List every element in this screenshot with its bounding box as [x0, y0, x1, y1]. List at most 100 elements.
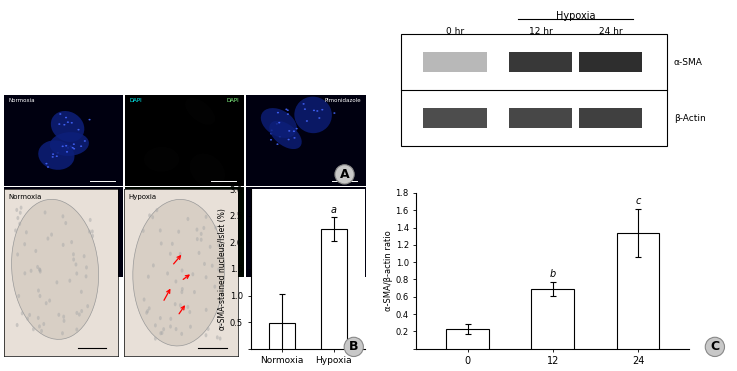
Ellipse shape — [85, 265, 88, 269]
Text: Normoxia: Normoxia — [8, 98, 35, 102]
Ellipse shape — [74, 262, 77, 267]
Ellipse shape — [32, 327, 35, 331]
Ellipse shape — [296, 128, 298, 129]
Text: B: B — [349, 340, 358, 354]
Ellipse shape — [63, 319, 66, 323]
Ellipse shape — [321, 234, 322, 236]
Ellipse shape — [57, 152, 59, 154]
Ellipse shape — [171, 242, 174, 246]
Ellipse shape — [12, 199, 99, 339]
Ellipse shape — [324, 229, 326, 230]
Ellipse shape — [151, 215, 154, 219]
Ellipse shape — [142, 229, 144, 233]
Ellipse shape — [15, 208, 18, 212]
Text: Hypoxia: Hypoxia — [556, 11, 595, 21]
Ellipse shape — [71, 147, 74, 148]
Y-axis label: α-SMA/β-actin ratio: α-SMA/β-actin ratio — [384, 230, 393, 311]
Ellipse shape — [26, 316, 29, 321]
Ellipse shape — [156, 208, 158, 212]
Ellipse shape — [287, 139, 290, 140]
Ellipse shape — [174, 246, 206, 272]
Ellipse shape — [200, 238, 203, 242]
Bar — [446, 329, 489, 349]
Ellipse shape — [320, 229, 322, 231]
Ellipse shape — [148, 306, 150, 311]
Ellipse shape — [59, 113, 61, 115]
Ellipse shape — [52, 153, 54, 155]
Bar — [423, 52, 486, 72]
Ellipse shape — [203, 226, 206, 230]
Ellipse shape — [288, 130, 290, 132]
Ellipse shape — [56, 155, 58, 157]
Ellipse shape — [14, 229, 17, 233]
Ellipse shape — [205, 215, 208, 219]
Ellipse shape — [38, 324, 41, 328]
Ellipse shape — [158, 246, 160, 247]
Ellipse shape — [214, 285, 216, 289]
Ellipse shape — [46, 236, 49, 241]
Ellipse shape — [113, 203, 116, 204]
Ellipse shape — [181, 332, 183, 336]
Ellipse shape — [62, 257, 64, 259]
Text: b: b — [550, 269, 556, 279]
Ellipse shape — [189, 154, 225, 188]
Ellipse shape — [45, 301, 48, 305]
Ellipse shape — [175, 279, 178, 283]
Ellipse shape — [143, 298, 145, 302]
Ellipse shape — [38, 140, 74, 170]
Ellipse shape — [162, 327, 165, 331]
Ellipse shape — [276, 123, 278, 125]
Ellipse shape — [169, 252, 172, 256]
Ellipse shape — [40, 329, 43, 333]
Ellipse shape — [24, 242, 26, 246]
Ellipse shape — [270, 261, 271, 263]
Ellipse shape — [219, 336, 222, 341]
Ellipse shape — [69, 279, 71, 283]
Ellipse shape — [63, 124, 66, 125]
Ellipse shape — [17, 294, 20, 298]
Text: Pimonidazole: Pimonidazole — [324, 189, 361, 194]
Ellipse shape — [64, 247, 66, 249]
Ellipse shape — [58, 123, 60, 125]
Ellipse shape — [39, 269, 42, 274]
Ellipse shape — [80, 290, 83, 294]
Ellipse shape — [53, 256, 55, 257]
Ellipse shape — [196, 237, 199, 241]
Ellipse shape — [159, 246, 162, 247]
Ellipse shape — [205, 308, 208, 312]
Ellipse shape — [153, 210, 155, 212]
Ellipse shape — [287, 109, 289, 111]
Ellipse shape — [151, 222, 153, 223]
Ellipse shape — [278, 122, 280, 124]
Ellipse shape — [304, 216, 338, 246]
Ellipse shape — [186, 305, 189, 309]
Ellipse shape — [322, 213, 344, 236]
Ellipse shape — [315, 233, 318, 234]
Ellipse shape — [181, 269, 184, 273]
Ellipse shape — [91, 215, 93, 217]
Ellipse shape — [201, 221, 225, 255]
Ellipse shape — [324, 237, 325, 238]
Ellipse shape — [75, 328, 78, 332]
Ellipse shape — [149, 221, 151, 223]
Ellipse shape — [80, 145, 83, 147]
Ellipse shape — [153, 220, 155, 222]
Ellipse shape — [88, 119, 91, 121]
Ellipse shape — [316, 110, 318, 112]
Ellipse shape — [285, 108, 287, 110]
Ellipse shape — [65, 117, 67, 118]
Ellipse shape — [216, 335, 219, 339]
Ellipse shape — [279, 136, 281, 138]
Ellipse shape — [97, 213, 99, 214]
Ellipse shape — [160, 242, 163, 246]
Ellipse shape — [179, 252, 181, 256]
Ellipse shape — [73, 143, 75, 145]
Ellipse shape — [333, 112, 335, 114]
Ellipse shape — [35, 249, 38, 253]
Bar — [423, 108, 486, 128]
Ellipse shape — [179, 258, 181, 260]
Ellipse shape — [142, 233, 178, 263]
Ellipse shape — [38, 268, 41, 272]
Text: DAPI: DAPI — [227, 189, 240, 194]
Text: Hypoxia: Hypoxia — [128, 194, 156, 200]
